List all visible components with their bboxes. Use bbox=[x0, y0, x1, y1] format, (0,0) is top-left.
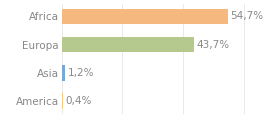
Bar bbox=[62, 65, 65, 81]
Bar bbox=[62, 9, 228, 24]
Bar bbox=[62, 37, 194, 52]
Text: 43,7%: 43,7% bbox=[197, 40, 230, 50]
Text: 0,4%: 0,4% bbox=[65, 96, 92, 106]
Bar bbox=[62, 93, 63, 109]
Text: 1,2%: 1,2% bbox=[68, 68, 94, 78]
Text: 54,7%: 54,7% bbox=[230, 11, 263, 21]
